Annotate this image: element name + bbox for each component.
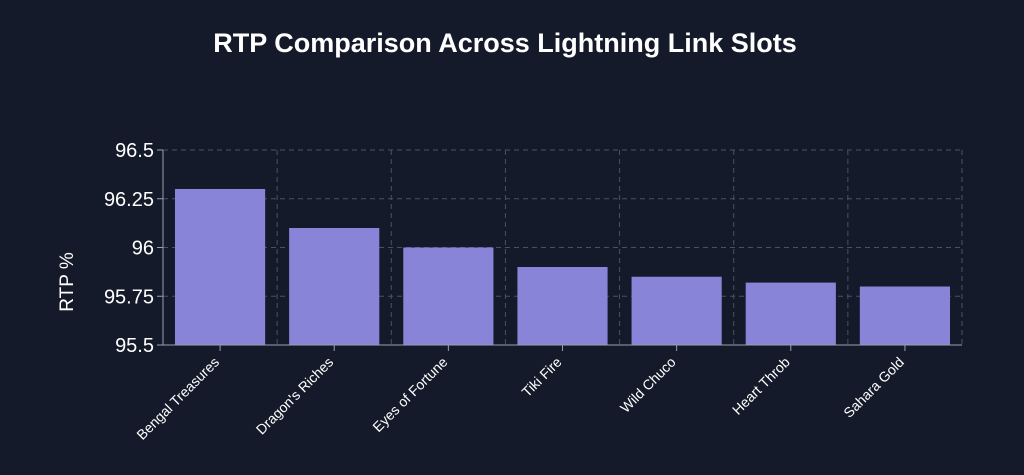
- bar-sahara-gold[interactable]: [859, 286, 951, 346]
- y-tick-label: 96.5: [115, 140, 154, 162]
- y-tick-label: 95.5: [115, 335, 154, 357]
- y-tick-label: 95.75: [104, 286, 154, 308]
- y-tick-labels: 95.5 95.75 96 96.25 96.5: [104, 140, 154, 357]
- y-tick-label: 96: [132, 238, 154, 260]
- y-axis-label: RTP %: [57, 252, 78, 312]
- x-tick-label: Eyes of Fortune: [369, 354, 450, 435]
- bar-wild-chuco[interactable]: [631, 276, 722, 345]
- bar-heart-throb[interactable]: [745, 282, 836, 345]
- x-tick-label: Dragon's Riches: [253, 354, 337, 438]
- x-tick-label: Bengal Treasures: [133, 354, 222, 443]
- bar-eyes-of-fortune[interactable]: [403, 247, 494, 346]
- bar-bengal-treasures[interactable]: [174, 189, 266, 345]
- bars: [174, 189, 951, 346]
- bar-tiki-fire[interactable]: [517, 267, 608, 345]
- bar-dragon-s-riches[interactable]: [289, 228, 380, 345]
- y-tick-label: 96.25: [104, 189, 154, 211]
- x-tick-label: Wild Chuco: [617, 354, 679, 416]
- x-tick-label: Heart Throb: [729, 354, 793, 418]
- axes: [157, 149, 962, 351]
- x-tick-labels: Bengal Treasures Dragon's Riches Eyes of F…: [133, 354, 907, 443]
- x-tick-label: Tiki Fire: [518, 354, 564, 400]
- x-tick-label: Sahara Gold: [840, 354, 907, 421]
- chart-title: RTP Comparison Across Lightning Link Slo…: [213, 28, 797, 58]
